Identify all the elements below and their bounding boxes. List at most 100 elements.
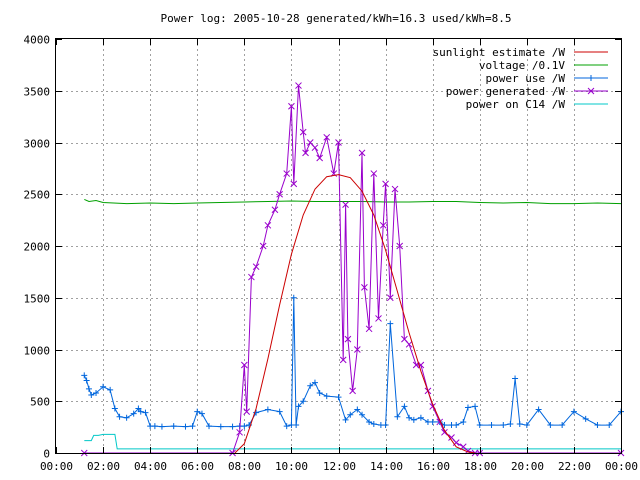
data-point [283, 170, 291, 177]
y-axis: 0 500 1000 1500 2000 2500 3000 3500 4000 [24, 34, 621, 461]
data-point [307, 382, 314, 389]
data-point [382, 180, 389, 188]
data-point [182, 423, 189, 430]
data-point [283, 423, 290, 430]
data-point [290, 180, 298, 188]
y-tick-label: 4000 [24, 34, 51, 47]
data-point [252, 263, 260, 271]
x-tick-label: 14:00 [370, 460, 403, 473]
data-point [189, 423, 196, 430]
series-4 [84, 433, 621, 450]
data-point [151, 423, 158, 430]
data-point [85, 385, 92, 392]
data-point [359, 411, 366, 418]
data-point [570, 408, 577, 415]
data-point [547, 422, 554, 429]
x-tick-label: 22:00 [558, 460, 591, 473]
data-point [302, 149, 309, 157]
y-tick-label: 0 [43, 448, 50, 461]
data-point [123, 414, 130, 421]
series-line [84, 198, 622, 205]
data-point [365, 325, 373, 333]
data-point [361, 284, 368, 291]
data-point [206, 423, 213, 430]
x-tick-label: 18:00 [464, 460, 497, 473]
data-point [512, 375, 519, 382]
data-point [276, 190, 283, 198]
data-point [137, 408, 144, 415]
data-point [81, 372, 88, 379]
data-point [323, 133, 331, 141]
x-axis: 00:00 02:00 04:00 06:00 08:00 10:00 12:00 14:00… [40, 39, 638, 473]
data-point [606, 422, 613, 429]
data-point [559, 422, 566, 429]
series-1 [84, 198, 622, 205]
data-point [523, 422, 530, 429]
data-point [248, 273, 255, 281]
data-point [170, 423, 177, 430]
data-point [391, 185, 399, 193]
data-point [339, 356, 347, 364]
data-point [464, 404, 471, 411]
data-point [93, 389, 100, 396]
y-tick-label: 3500 [24, 86, 51, 99]
x-tick-label: 12:00 [323, 460, 356, 473]
legend-label: voltage /0.1V [479, 59, 565, 72]
data-point [295, 82, 302, 89]
series-layer [80, 82, 625, 457]
data-point [111, 405, 118, 412]
data-point [243, 408, 251, 415]
data-point [107, 386, 114, 393]
data-point [460, 418, 467, 425]
data-point [229, 423, 236, 430]
data-point [582, 415, 589, 422]
data-point [417, 414, 424, 421]
x-tick-label: 20:00 [511, 460, 544, 473]
data-point [406, 414, 413, 421]
data-point [405, 340, 413, 348]
series-line [84, 433, 621, 450]
data-point [394, 413, 401, 420]
y-tick-label: 3000 [24, 138, 51, 151]
series-line [83, 297, 622, 428]
data-point [264, 406, 271, 413]
x-tick-label: 04:00 [134, 460, 167, 473]
data-point [259, 242, 267, 250]
data-point [429, 418, 436, 425]
x-tick-label: 08:00 [228, 460, 261, 473]
data-point [217, 423, 224, 430]
x-tick-label: 02:00 [87, 460, 120, 473]
data-point [453, 422, 460, 429]
data-point [488, 422, 495, 429]
data-point [335, 394, 342, 401]
data-point [441, 428, 448, 436]
data-point [299, 128, 307, 136]
series-0 [234, 174, 476, 454]
data-point [241, 423, 248, 430]
data-point [264, 221, 272, 229]
y-tick-label: 2000 [24, 241, 51, 254]
x-tick-label: 00:00 [40, 460, 73, 473]
x-tick-label: 00:00 [605, 460, 638, 473]
data-point [401, 403, 408, 410]
data-point [382, 422, 389, 429]
data-point [500, 422, 507, 429]
data-point [311, 379, 318, 386]
data-point [452, 439, 460, 447]
data-point [290, 294, 297, 301]
data-point [100, 383, 107, 390]
y-tick-label: 1500 [24, 293, 51, 306]
data-point [316, 154, 324, 162]
data-point [271, 206, 279, 214]
data-point [83, 377, 90, 384]
data-point [240, 361, 248, 369]
data-point [370, 170, 378, 177]
data-point [353, 346, 361, 353]
data-point [379, 221, 387, 229]
data-point [358, 149, 366, 157]
data-point [158, 423, 165, 430]
data-point [323, 393, 330, 400]
data-point [198, 410, 205, 417]
data-point [344, 335, 352, 343]
